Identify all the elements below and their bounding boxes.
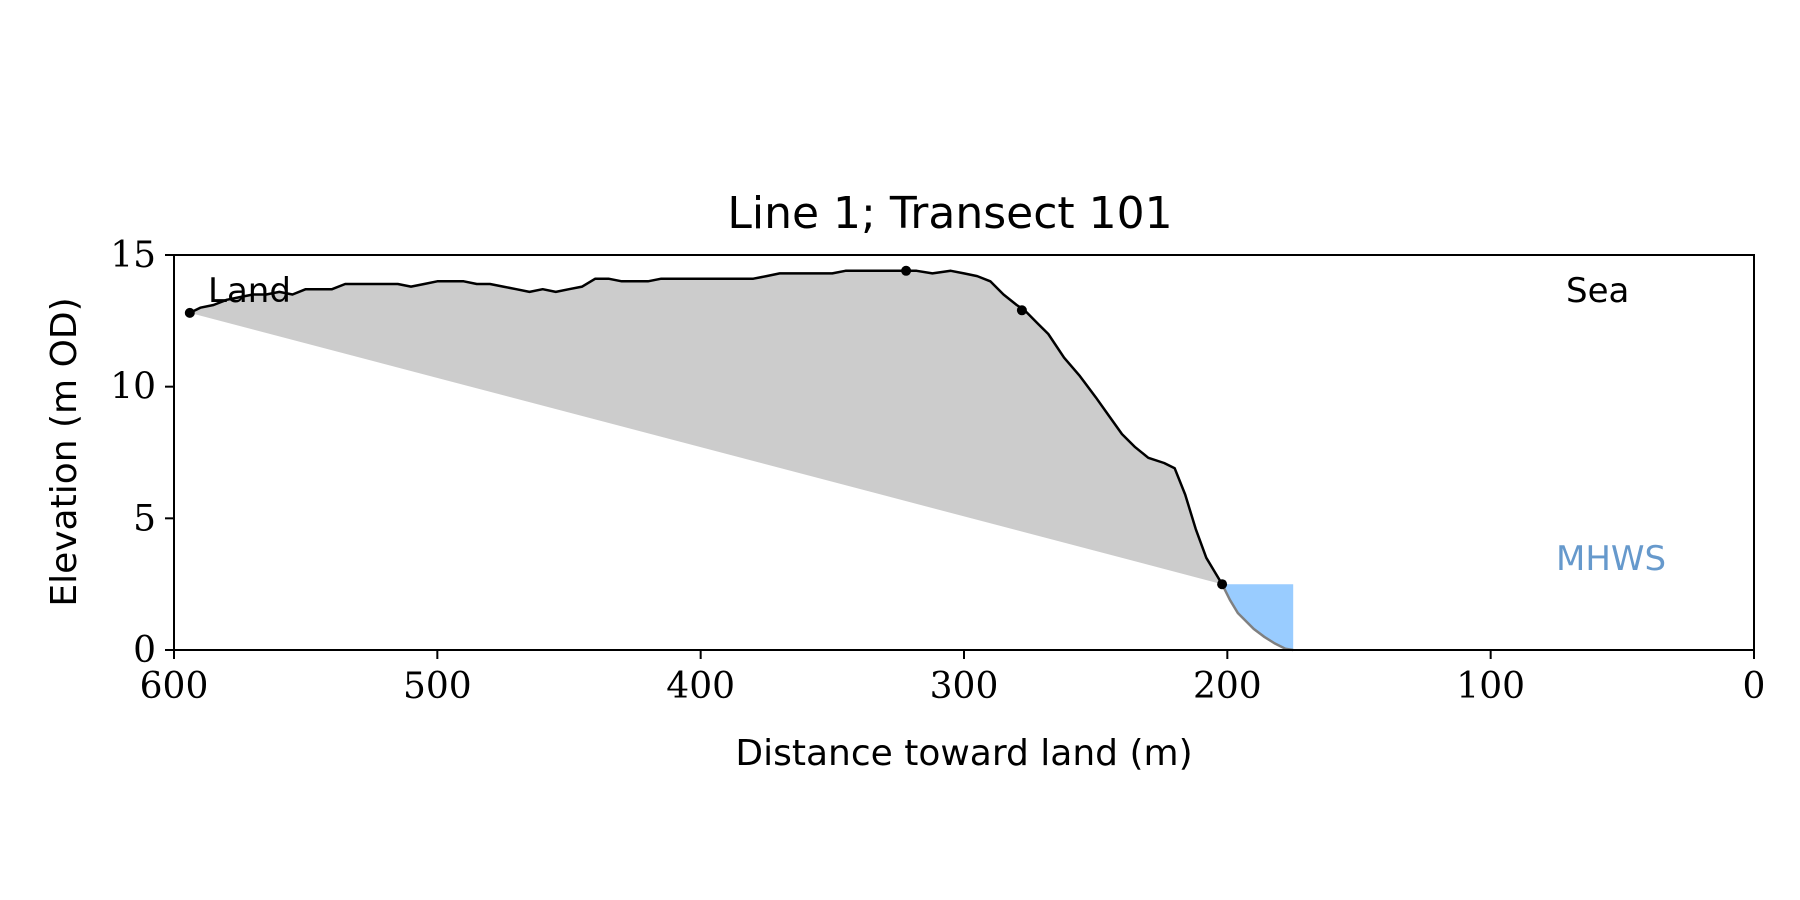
y-tick-label: 15 xyxy=(110,235,156,276)
x-tick-label: 600 xyxy=(140,666,209,707)
x-tick-label: 0 xyxy=(1743,666,1766,707)
y-tick-label: 5 xyxy=(133,498,156,539)
x-tick-label: 300 xyxy=(930,666,999,707)
x-axis: 600 500 400 300 200 100 0 xyxy=(140,650,1766,707)
profile-point-2 xyxy=(901,265,912,276)
profile-point-4 xyxy=(1217,579,1228,590)
profile-point-1 xyxy=(184,307,195,318)
x-tick-label: 100 xyxy=(1456,666,1525,707)
land-annotation: Land xyxy=(208,271,291,311)
x-axis-label: Distance toward land (m) xyxy=(735,733,1192,774)
plot-area xyxy=(184,265,1294,652)
y-axis: 0 5 10 15 xyxy=(110,235,174,671)
mhws-fill xyxy=(1222,584,1294,650)
sea-annotation: Sea xyxy=(1566,271,1629,311)
y-tick-label: 10 xyxy=(110,367,156,408)
profile-line xyxy=(189,269,1224,585)
lower-profile-line xyxy=(1220,583,1294,652)
x-tick-label: 500 xyxy=(403,666,472,707)
x-tick-label: 200 xyxy=(1193,666,1262,707)
chart-title: Line 1; Transect 101 xyxy=(727,188,1172,239)
profile-point-3 xyxy=(1016,305,1027,316)
y-tick-label: 0 xyxy=(133,630,156,671)
x-tick-label: 400 xyxy=(666,666,735,707)
y-axis-label: Elevation (m OD) xyxy=(44,297,85,606)
mhws-annotation: MHWS xyxy=(1556,539,1666,579)
profile-area xyxy=(189,270,1223,585)
